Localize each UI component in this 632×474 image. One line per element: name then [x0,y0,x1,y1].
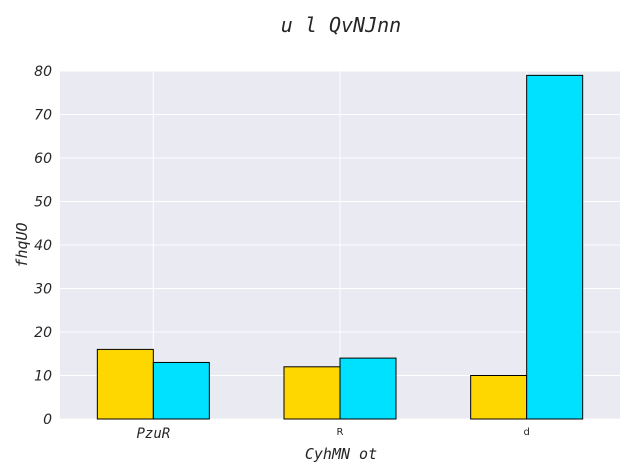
bar-series-1-PzuR [96,348,154,420]
y-tick-labels: 0 10 20 30 40 50 60 70 80 [34,64,52,428]
chart-title: u l QvNJnn [281,13,401,37]
y-tick-label: 80 [34,64,52,80]
x-tick-label: d [523,427,529,438]
y-tick-label: 0 [43,412,52,428]
bar-series-2-d [526,74,584,420]
y-tick-label: 20 [34,325,52,341]
y-tick-label: 70 [34,108,52,124]
bars [96,74,584,420]
x-tick-label: PzuR [136,426,170,442]
y-tick-label: 10 [34,369,52,385]
bar-series-2-R [339,357,397,420]
x-axis-label: CyhMN ot [305,445,377,463]
bar-series-2-PzuR [152,361,210,420]
y-axis-label: fhqUO [13,222,31,267]
y-tick-label: 40 [34,238,52,254]
y-tick-label: 50 [34,195,52,211]
bar-series-1-R [283,366,341,420]
bar-series-1-d [470,375,528,420]
x-tick-label: R [337,427,344,438]
y-tick-label: 30 [34,282,52,298]
y-tick-label: 60 [34,151,52,167]
